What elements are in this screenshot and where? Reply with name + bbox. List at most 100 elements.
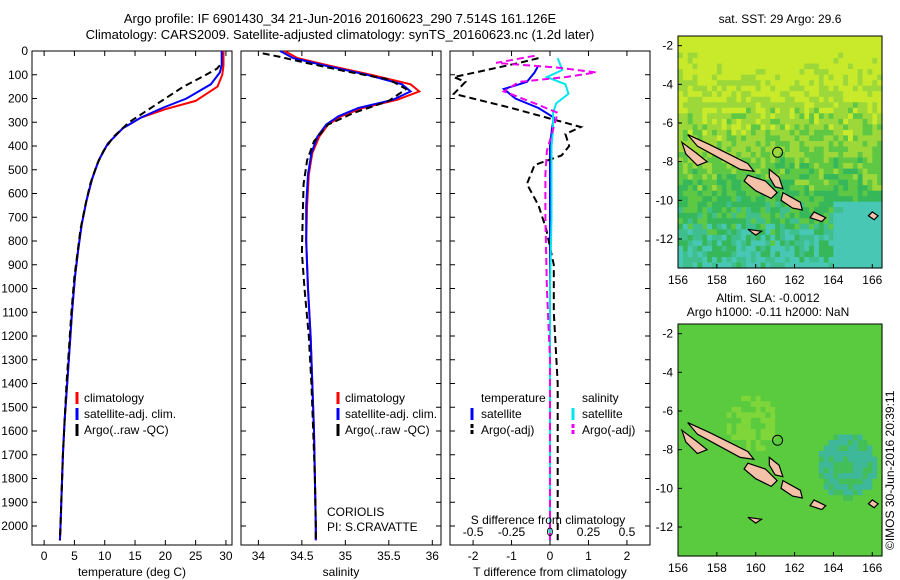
map-cell: [814, 362, 820, 369]
map-cell: [697, 484, 703, 491]
map-cell: [799, 506, 805, 513]
map-cell: [682, 262, 689, 269]
map-cell: [678, 212, 684, 219]
map-cell: [682, 406, 689, 413]
map-cell: [799, 434, 805, 441]
map-cell: [780, 80, 786, 87]
map-cell: [872, 390, 878, 397]
map-cell: [872, 146, 878, 153]
map-cell: [721, 245, 728, 252]
map-cell: [877, 462, 883, 469]
map-cell: [872, 522, 878, 529]
map-cell: [814, 152, 820, 159]
map-cell: [872, 58, 878, 65]
map-cell: [852, 329, 859, 336]
map-cell: [823, 329, 830, 336]
map-cell: [750, 157, 757, 164]
map-cell: [848, 80, 854, 87]
map-cell: [716, 141, 723, 148]
map-cell: [741, 368, 747, 375]
map-cell: [746, 47, 752, 54]
map-cell: [692, 462, 699, 469]
map-cell: [857, 401, 864, 408]
map-cell: [784, 395, 791, 402]
map-cell: [862, 434, 869, 441]
map-cell: [726, 218, 733, 225]
map-cell: [852, 91, 859, 98]
map-cell: [789, 324, 796, 331]
map-cell: [809, 456, 815, 463]
map-cell: [794, 223, 801, 230]
map-cell: [818, 489, 825, 496]
map-cell: [760, 251, 767, 258]
map-cell: [838, 434, 844, 441]
map-cell: [862, 495, 869, 502]
map-cell: [848, 484, 854, 491]
map-cell: [726, 517, 733, 524]
map-cell: [867, 80, 873, 87]
map-cell: [833, 129, 839, 136]
map-cell: [741, 484, 747, 491]
map-cell: [848, 152, 854, 159]
map-cell: [852, 229, 859, 236]
map-cell: [862, 201, 869, 208]
map-cell: [750, 218, 757, 225]
map-cell: [867, 539, 873, 546]
map-cell: [862, 379, 869, 386]
map-cell: [780, 373, 786, 380]
map-cell: [838, 478, 844, 485]
map-cell: [857, 102, 864, 109]
map-cell: [697, 335, 703, 342]
map-cell: [765, 489, 771, 496]
map-cell: [755, 340, 762, 347]
map-cell: [838, 362, 844, 369]
map-cell: [848, 229, 854, 236]
map-cell: [731, 467, 737, 474]
map-cell: [697, 207, 703, 214]
map-cell: [697, 234, 703, 241]
map-cell: [872, 85, 878, 92]
map-cell: [687, 47, 694, 54]
map-cell: [823, 129, 830, 136]
map-cell: [789, 190, 796, 197]
map-cell: [784, 212, 791, 219]
map-cell: [770, 41, 776, 48]
map-cell: [838, 74, 844, 81]
map-cell: [867, 473, 873, 480]
map-cell: [678, 357, 684, 364]
map-cell: [760, 351, 767, 358]
map-cell: [799, 129, 805, 136]
map-cell: [789, 395, 796, 402]
map-cell: [784, 511, 791, 518]
map-cell: [789, 351, 796, 358]
map-cell: [687, 351, 694, 358]
map-cell: [877, 528, 883, 535]
map-cell: [794, 129, 801, 136]
map-cell: [814, 335, 820, 342]
map-cell: [682, 412, 689, 419]
map-cell: [867, 218, 873, 225]
map-cell: [755, 91, 762, 98]
map-cell: [809, 85, 815, 92]
map-cell: [712, 357, 718, 364]
map-cell: [809, 152, 815, 159]
map-cell: [678, 262, 684, 269]
map-cell: [682, 506, 689, 513]
map-cell: [843, 473, 849, 480]
map-cell: [750, 550, 757, 557]
map-cell: [678, 528, 684, 535]
map-cell: [716, 196, 723, 203]
map-cell: [765, 124, 771, 131]
map-cell: [809, 528, 815, 535]
map-cell: [692, 495, 699, 502]
map-cell: [804, 85, 810, 92]
map-cell: [843, 229, 849, 236]
map-cell: [775, 357, 781, 364]
map-cell: [784, 168, 791, 175]
map-cell: [814, 174, 820, 181]
map-cell: [770, 346, 776, 353]
map-cell: [804, 234, 810, 241]
map-cell: [770, 52, 776, 59]
map-cell: [794, 384, 801, 391]
map-cell: [867, 357, 873, 364]
